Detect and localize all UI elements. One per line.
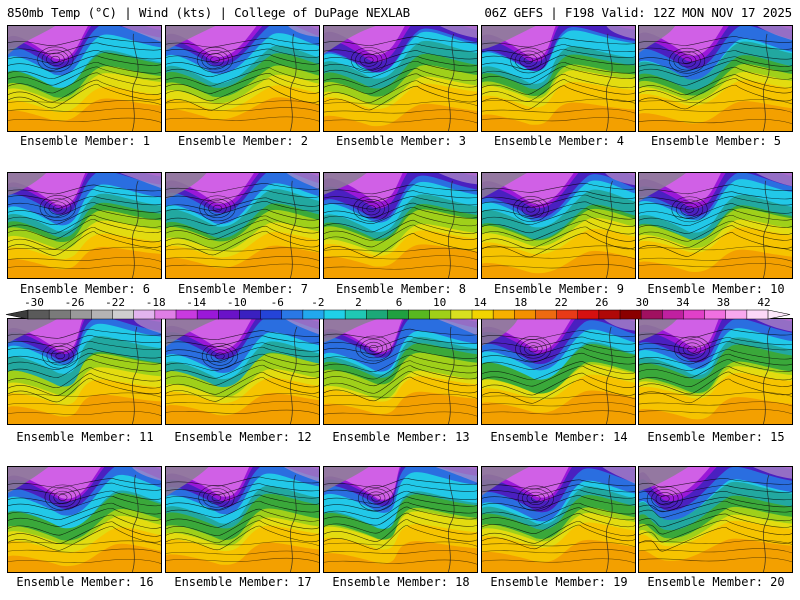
ensemble-member-map [7, 318, 162, 425]
ensemble-member-map [323, 318, 478, 425]
colorbar-cell [154, 309, 177, 320]
colorbar-cell [577, 309, 600, 320]
colorbar-cell [70, 309, 92, 320]
ensemble-member-label: Ensemble Member: 6 [19, 282, 151, 296]
colorbar-cell [48, 309, 71, 320]
ensemble-member-map [481, 318, 636, 425]
colorbar-tick-label: 6 [395, 296, 403, 309]
ensemble-member-label: Ensemble Member: 13 [332, 430, 470, 444]
colorbar-cell [239, 309, 262, 320]
colorbar-tick-label: 14 [473, 296, 487, 309]
ensemble-member-map [323, 25, 478, 132]
colorbar-cell [725, 309, 748, 320]
ensemble-member-label: Ensemble Member: 12 [174, 430, 312, 444]
ensemble-member-map [165, 466, 320, 573]
colorbar-tick-label: 18 [514, 296, 528, 309]
ensemble-member-label: Ensemble Member: 1 [19, 134, 151, 148]
colorbar-cell [218, 309, 240, 320]
colorbar-cell [323, 309, 346, 320]
ensemble-member-label: Ensemble Member: 19 [490, 575, 628, 589]
colorbar-cell [450, 309, 473, 320]
colorbar-tick-label: 34 [676, 296, 690, 309]
colorbar-cell [704, 309, 727, 320]
ensemble-member-label: Ensemble Member: 18 [332, 575, 470, 589]
colorbar-cell [619, 309, 642, 320]
ensemble-member-map [7, 466, 162, 573]
colorbar-cell [640, 309, 663, 320]
colorbar-cell [196, 309, 219, 320]
ensemble-member-label: Ensemble Member: 7 [177, 282, 309, 296]
colorbar-tick-label: 30 [635, 296, 649, 309]
ensemble-member-label: Ensemble Member: 4 [493, 134, 625, 148]
colorbar-tick-label: 2 [355, 296, 362, 309]
colorbar-max-arrow [767, 309, 791, 320]
colorbar-cell [366, 309, 388, 320]
ensemble-member-map [481, 466, 636, 573]
colorbar-cell [429, 309, 452, 320]
ensemble-member-label: Ensemble Member: 15 [647, 430, 785, 444]
ensemble-member-label: Ensemble Member: 2 [177, 134, 309, 148]
colorbar-tick-label: -6 [270, 296, 284, 309]
colorbar-cell [535, 309, 558, 320]
colorbar-cell [260, 309, 283, 320]
colorbar-tick-label: -10 [226, 296, 247, 309]
ensemble-member-map [165, 318, 320, 425]
ensemble-member-label: Ensemble Member: 11 [16, 430, 154, 444]
colorbar-cell [27, 309, 50, 320]
ensemble-member-label: Ensemble Member: 9 [493, 282, 625, 296]
ensemble-member-label: Ensemble Member: 5 [650, 134, 782, 148]
colorbar-cell [91, 309, 114, 320]
ensemble-member-map [638, 466, 793, 573]
colorbar-tick-label: -26 [64, 296, 85, 309]
ensemble-member-label: Ensemble Member: 17 [174, 575, 312, 589]
ensemble-member-label: Ensemble Member: 8 [335, 282, 467, 296]
ensemble-member-label: Ensemble Member: 20 [647, 575, 785, 589]
ensemble-member-map [481, 25, 636, 132]
colorbar-tick-label: -18 [145, 296, 166, 309]
colorbar-cell [344, 309, 367, 320]
colorbar-cell [746, 309, 769, 320]
colorbar-tick-label: -2 [311, 296, 325, 309]
ensemble-member-map [323, 172, 478, 279]
ensemble-member-map [638, 318, 793, 425]
colorbar-cell [133, 309, 156, 320]
ensemble-member-map [165, 25, 320, 132]
colorbar-tick-label: 38 [716, 296, 731, 309]
ensemble-member-label: Ensemble Member: 14 [490, 430, 628, 444]
colorbar-cell [387, 309, 410, 320]
ensemble-member-map [7, 172, 162, 279]
colorbar-min-arrow [5, 309, 29, 320]
colorbar-tick-label: 26 [595, 296, 609, 309]
ensemble-member-label: Ensemble Member: 3 [335, 134, 467, 148]
colorbar-cell [281, 309, 304, 320]
colorbar-cell [556, 309, 579, 320]
colorbar-cell [302, 309, 325, 320]
colorbar-tick-label: -14 [186, 296, 207, 309]
colorbar-cell [492, 309, 515, 320]
colorbar-tick-label: -30 [24, 296, 44, 309]
ensemble-member-map [481, 172, 636, 279]
ensemble-member-label: Ensemble Member: 10 [647, 282, 785, 296]
colorbar-cell [175, 309, 198, 320]
colorbar-tick-label: 10 [432, 296, 447, 309]
colorbar-tick-label: -22 [105, 296, 126, 309]
colorbar-tick-label: 22 [554, 296, 568, 309]
colorbar-tick-label: 42 [757, 296, 771, 309]
colorbar-cell [598, 309, 621, 320]
ensemble-member-map [165, 172, 320, 279]
colorbar-cell [683, 309, 706, 320]
ensemble-member-map [638, 172, 793, 279]
colorbar-cell [514, 309, 536, 320]
ensemble-member-label: Ensemble Member: 16 [16, 575, 154, 589]
colorbar-cell [112, 309, 135, 320]
colorbar-cell [662, 309, 684, 320]
ensemble-member-map [638, 25, 793, 132]
colorbar-cell [408, 309, 431, 320]
colorbar-cell [471, 309, 494, 320]
valid-time: 06Z GEFS | F198 Valid: 12Z MON NOV 17 20… [484, 5, 792, 20]
temperature-colorbar [5, 309, 791, 320]
map-title: 850mb Temp (°C) | Wind (kts) | College o… [7, 5, 410, 20]
ensemble-member-map [323, 466, 478, 573]
ensemble-member-map [7, 25, 162, 132]
